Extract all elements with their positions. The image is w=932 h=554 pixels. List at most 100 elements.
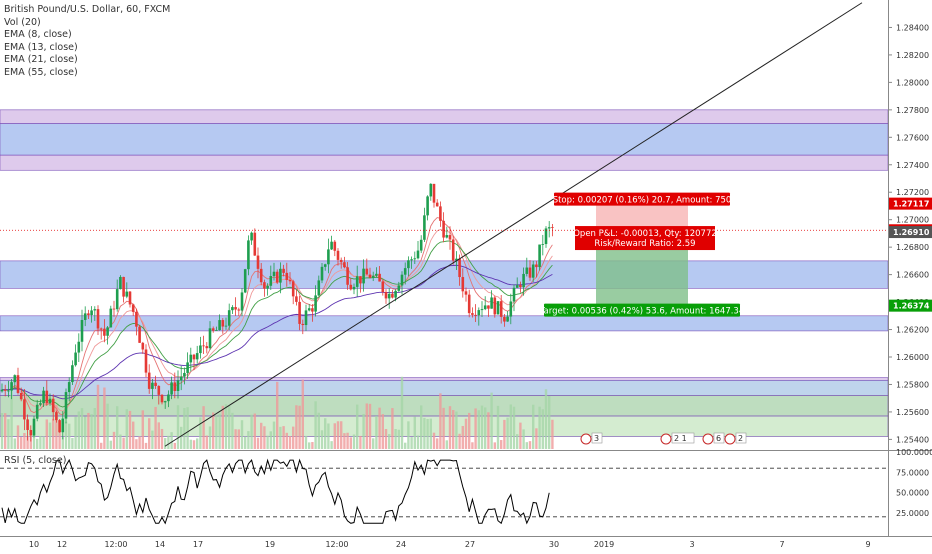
candle-body-172: [551, 227, 554, 228]
volume-bar-36: [116, 406, 119, 449]
candle-body-4: [13, 375, 17, 383]
candle-body-40: [128, 291, 132, 305]
volume-bar-25: [80, 408, 84, 449]
volume-bar-106: [340, 421, 343, 449]
time-tick-label-11: 3: [689, 540, 694, 549]
candle-body-66: [211, 328, 215, 331]
volume-bar-143: [458, 433, 461, 449]
candle-body-103: [330, 241, 333, 250]
volume-bar-82: [263, 426, 266, 449]
volume-bar-32: [103, 387, 106, 449]
candle-body-131: [419, 239, 423, 251]
candle-body-104: [333, 241, 337, 251]
candle-body-1: [3, 389, 7, 391]
volume-bar-90: [288, 436, 292, 449]
legend-ema55: EMA (55, close): [4, 66, 78, 78]
candle-body-140: [448, 235, 452, 240]
candle-body-18: [58, 420, 61, 433]
volume-bar-156: [500, 440, 503, 449]
candle-body-137: [439, 206, 442, 221]
volume-bar-34: [109, 440, 112, 449]
candle-body-167: [535, 264, 538, 268]
volume-bar-58: [186, 407, 189, 449]
volume-bar-44: [141, 410, 144, 449]
candle-body-113: [362, 268, 365, 284]
volume-bar-118: [378, 407, 381, 449]
volume-bar-12: [39, 435, 42, 449]
pnl-label-bg: [575, 226, 715, 251]
volume-bar-121: [388, 434, 391, 449]
candle-body-85: [272, 271, 276, 277]
volume-bar-47: [151, 430, 154, 449]
price-tag-text-0: 1.27117: [893, 200, 929, 209]
candle-body-94: [301, 323, 305, 326]
volume-bar-113: [362, 413, 365, 449]
volume-bar-167: [535, 428, 538, 449]
volume-bar-97: [311, 442, 314, 449]
event-marker-0: 3: [580, 432, 603, 445]
volume-bar-160: [512, 406, 516, 449]
event-count-bg-1: [671, 432, 695, 444]
candle-body-128: [410, 259, 413, 261]
rsi-line: [1, 458, 550, 525]
volume-bar-39: [125, 409, 128, 449]
event-marker-3: 2: [724, 432, 747, 445]
volume-bar-45: [144, 442, 148, 449]
stop-label-bg: [554, 192, 730, 206]
candle-body-134: [429, 183, 433, 197]
volume-bar-43: [138, 436, 141, 449]
candle-body-65: [208, 328, 212, 349]
candle-body-110: [352, 286, 356, 290]
candle-body-19: [61, 418, 65, 433]
candle-body-44: [141, 342, 145, 350]
volume-bar-130: [416, 435, 420, 449]
volume-bar-69: [221, 405, 224, 449]
volume-bar-4: [13, 438, 16, 449]
volume-bar-84: [269, 431, 272, 449]
price-tick-label-2: 1.28000: [896, 78, 929, 87]
time-tick-label-13: 9: [865, 540, 870, 549]
price-tick-label-5: 1.27400: [896, 161, 929, 170]
candle-body-129: [413, 258, 417, 260]
time-tick-label-3: 14: [155, 540, 165, 549]
candle-body-157: [503, 316, 506, 322]
candle-body-145: [464, 291, 468, 295]
volume-bar-101: [324, 418, 327, 449]
candle-body-164: [525, 267, 529, 274]
volume-bar-51: [164, 438, 167, 449]
volume-bar-109: [349, 437, 352, 449]
candle-body-45: [144, 349, 148, 373]
volume-bar-64: [205, 435, 208, 449]
candle-body-33: [106, 327, 109, 336]
zone-band-3: [0, 260, 889, 289]
volume-bar-152: [487, 412, 490, 449]
candle-body-63: [202, 345, 205, 347]
time-tick-label-4: 17: [193, 540, 203, 549]
candle-body-95: [304, 310, 308, 326]
price-tick-label-6: 1.27200: [896, 188, 929, 197]
candle-body-51: [163, 401, 167, 403]
price-tag-bg-2: [889, 226, 932, 239]
candle-body-36: [115, 289, 119, 310]
volume-bar-42: [135, 439, 138, 449]
candle-body-125: [400, 274, 404, 286]
candle-body-105: [336, 250, 340, 260]
event-marker-1: 2 1: [660, 432, 695, 445]
volume-bar-26: [84, 416, 87, 449]
candle-body-75: [240, 292, 244, 311]
time-tick-label-8: 27: [465, 540, 475, 549]
chart-title: British Pound/U.S. Dollar, 60, FXCM: [4, 4, 171, 15]
volume-bar-81: [260, 422, 263, 449]
candles: [0, 183, 554, 442]
volume-bar-145: [464, 418, 468, 449]
pnl-label-text: Open P&L: -0.00013, Qty: 120772: [573, 229, 717, 239]
volume-bar-5: [16, 425, 20, 449]
rsi-legend: RSI (5, close): [4, 455, 67, 466]
volume-bar-85: [272, 421, 276, 449]
volume-series: [0, 376, 554, 449]
volume-bar-60: [192, 440, 196, 449]
zone-band-1: [0, 123, 889, 156]
volume-bar-128: [410, 437, 413, 449]
